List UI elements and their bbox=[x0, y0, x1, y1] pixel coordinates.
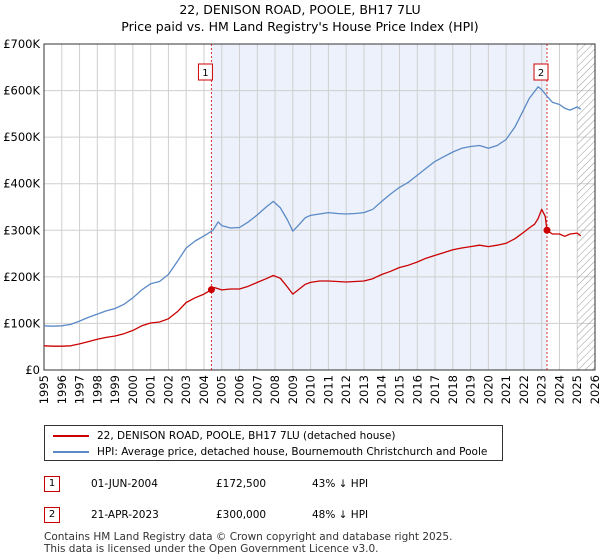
footer-copyright: Contains HM Land Registry data © Crown c… bbox=[44, 531, 453, 543]
sale-label: 2 bbox=[538, 68, 544, 79]
y-tick-label: £400K bbox=[3, 177, 40, 191]
x-tick-label: 2011 bbox=[321, 375, 335, 404]
y-tick-label: £700K bbox=[3, 37, 40, 51]
series-line-hpi bbox=[43, 86, 582, 327]
x-tick-label: 1998 bbox=[90, 375, 104, 404]
y-tick-label: £500K bbox=[3, 130, 40, 144]
x-tick-label: 2008 bbox=[268, 375, 282, 404]
sale-date: 01-JUN-2004 bbox=[91, 478, 158, 490]
sale-row: 1 01-JUN-2004 £172,500 43% ↓ HPI bbox=[0, 474, 600, 494]
sale-label: 1 bbox=[202, 68, 208, 79]
y-tick-label: £600K bbox=[3, 84, 40, 98]
x-tick-label: 2023 bbox=[535, 375, 549, 404]
plot-frame bbox=[43, 43, 596, 371]
chart-subtitle: Price paid vs. HM Land Registry's House … bbox=[121, 19, 478, 34]
y-tick-label: £200K bbox=[3, 270, 40, 284]
sale-hpi-diff: 48% ↓ HPI bbox=[312, 509, 369, 521]
sale-price: £172,500 bbox=[216, 478, 267, 490]
y-tick-label: £0 bbox=[25, 363, 40, 377]
x-tick-label: 1996 bbox=[55, 375, 69, 404]
chart-title: 22, DENISON ROAD, POOLE, BH17 7LU bbox=[179, 2, 420, 17]
sale-marker-box: 1 bbox=[44, 476, 60, 492]
sale-point bbox=[543, 226, 551, 234]
sale-point bbox=[207, 286, 215, 294]
chart: 22, DENISON ROAD, POOLE, BH17 7LU Price … bbox=[3, 2, 600, 404]
legend: 22, DENISON ROAD, POOLE, BH17 7LU (detac… bbox=[44, 425, 503, 461]
x-tick-label: 2025 bbox=[570, 375, 584, 404]
x-tick-label: 2018 bbox=[446, 375, 460, 404]
series-line-property bbox=[43, 208, 582, 347]
sale-row: 2 21-APR-2023 £300,000 48% ↓ HPI bbox=[0, 505, 600, 525]
x-tick-label: 2024 bbox=[552, 375, 566, 404]
x-tick-label: 1997 bbox=[73, 375, 87, 404]
legend-swatch-red bbox=[53, 435, 89, 437]
y-tick-label: £100K bbox=[3, 316, 40, 330]
legend-label-property: 22, DENISON ROAD, POOLE, BH17 7LU (detac… bbox=[97, 430, 396, 442]
x-tick-label: 2003 bbox=[179, 375, 193, 404]
legend-item-property: 22, DENISON ROAD, POOLE, BH17 7LU (detac… bbox=[53, 428, 395, 444]
x-tick-label: 1999 bbox=[108, 375, 122, 404]
x-tick-label: 2014 bbox=[375, 375, 389, 404]
sale-date: 21-APR-2023 bbox=[91, 509, 159, 521]
x-tick-label: 2006 bbox=[233, 375, 247, 404]
x-tick-label: 2010 bbox=[304, 375, 318, 404]
legend-label-hpi: HPI: Average price, detached house, Bour… bbox=[97, 446, 488, 458]
ownership-shading bbox=[211, 44, 548, 370]
x-tick-label: 2007 bbox=[250, 375, 264, 404]
x-tick-label: 2009 bbox=[286, 375, 300, 404]
footer: Contains HM Land Registry data © Crown c… bbox=[44, 531, 452, 555]
footer-licence: This data is licensed under the Open Gov… bbox=[44, 543, 379, 555]
x-tick-label: 2016 bbox=[410, 375, 424, 404]
x-tick-label: 2004 bbox=[197, 375, 211, 404]
y-tick-label: £300K bbox=[3, 223, 40, 237]
sale-hpi-diff: 43% ↓ HPI bbox=[312, 478, 369, 490]
x-tick-label: 2026 bbox=[588, 375, 600, 404]
legend-item-hpi: HPI: Average price, detached house, Bour… bbox=[53, 444, 487, 460]
sale-label-box bbox=[533, 63, 549, 81]
x-tick-label: 1995 bbox=[37, 375, 51, 404]
x-tick-label: 2021 bbox=[499, 375, 513, 404]
x-tick-label: 2000 bbox=[126, 375, 140, 404]
x-tick-label: 2001 bbox=[144, 375, 158, 404]
sale-label-box bbox=[197, 63, 213, 81]
x-tick-label: 2015 bbox=[392, 375, 406, 404]
future-hatch bbox=[577, 44, 595, 370]
x-tick-label: 2005 bbox=[215, 375, 229, 404]
x-tick-label: 2017 bbox=[428, 375, 442, 404]
x-tick-label: 2022 bbox=[517, 375, 531, 404]
x-tick-label: 2013 bbox=[357, 375, 371, 404]
x-tick-label: 2012 bbox=[339, 375, 353, 404]
sale-price: £300,000 bbox=[216, 509, 267, 521]
x-tick-label: 2002 bbox=[161, 375, 175, 404]
x-tick-label: 2019 bbox=[464, 375, 478, 404]
legend-swatch-blue bbox=[53, 451, 89, 453]
x-tick-label: 2020 bbox=[481, 375, 495, 404]
sale-marker-box: 2 bbox=[44, 507, 60, 523]
